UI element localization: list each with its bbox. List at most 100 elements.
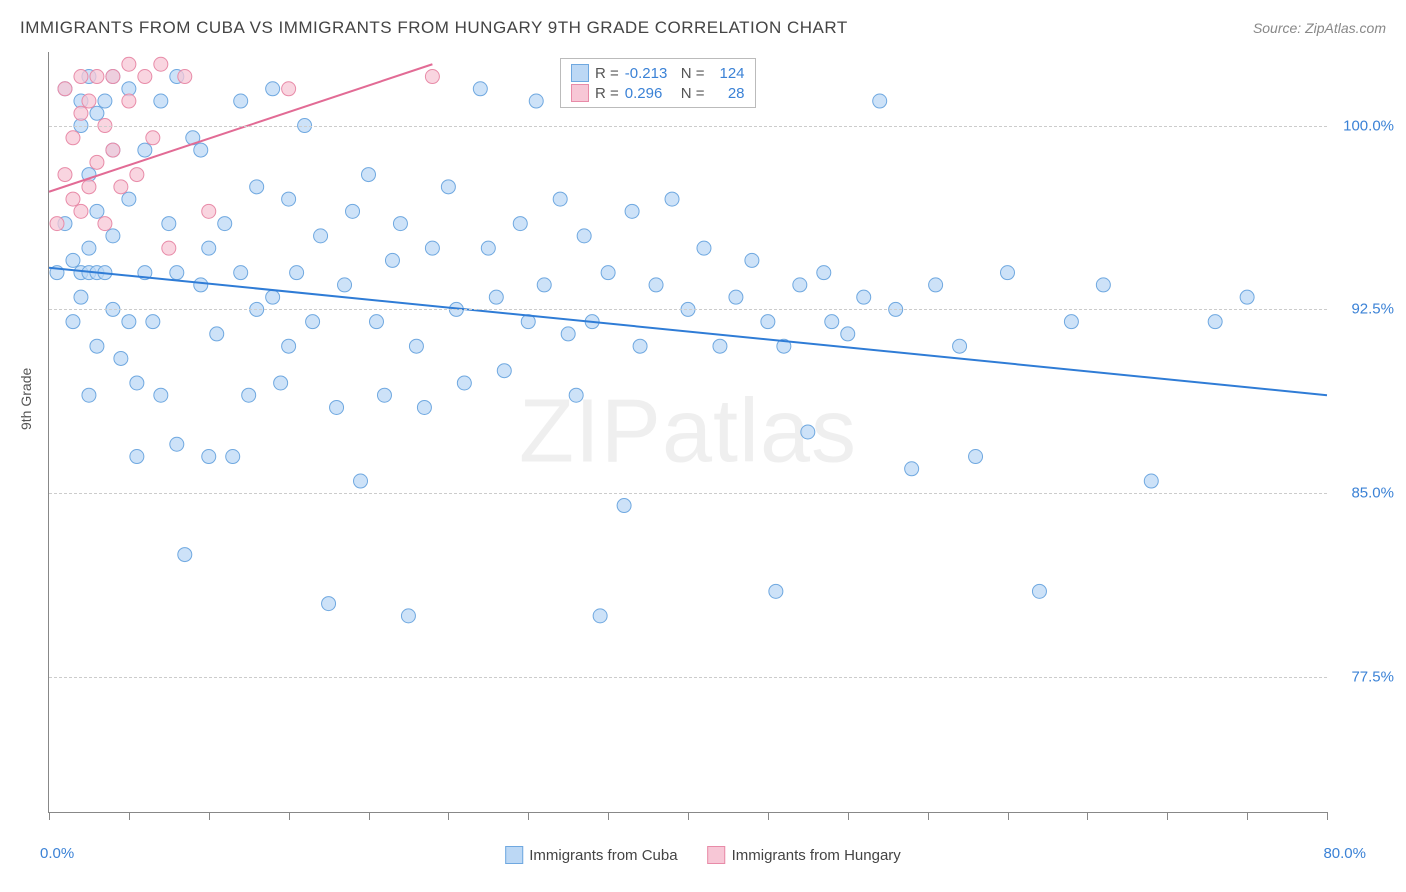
data-point (969, 450, 983, 464)
data-point (202, 204, 216, 218)
data-point (841, 327, 855, 341)
n-label: N = (681, 65, 705, 82)
data-point (649, 278, 663, 292)
data-point (793, 278, 807, 292)
data-point (393, 217, 407, 231)
data-point (274, 376, 288, 390)
data-point (513, 217, 527, 231)
data-point (90, 70, 104, 84)
data-point (146, 131, 160, 145)
data-point (282, 339, 296, 353)
legend-swatch (571, 64, 589, 82)
data-point (154, 388, 168, 402)
data-point (194, 278, 208, 292)
data-point (417, 400, 431, 414)
data-point (369, 315, 383, 329)
data-point (146, 315, 160, 329)
data-point (425, 70, 439, 84)
data-point (50, 217, 64, 231)
data-point (338, 278, 352, 292)
data-point (481, 241, 495, 255)
data-point (138, 143, 152, 157)
data-point (74, 204, 88, 218)
data-point (633, 339, 647, 353)
data-point (74, 290, 88, 304)
data-point (537, 278, 551, 292)
x-tick (1247, 812, 1248, 820)
x-tick (688, 812, 689, 820)
data-point (138, 70, 152, 84)
data-point (66, 131, 80, 145)
data-point (314, 229, 328, 243)
data-point (617, 499, 631, 513)
data-point (178, 548, 192, 562)
data-point (130, 376, 144, 390)
x-tick (848, 812, 849, 820)
x-max-label: 80.0% (1323, 845, 1366, 862)
x-tick (768, 812, 769, 820)
data-point (1240, 290, 1254, 304)
data-point (282, 192, 296, 206)
data-point (162, 241, 176, 255)
gridline (49, 309, 1327, 310)
data-point (74, 106, 88, 120)
n-value: 28 (711, 85, 745, 102)
r-label: R = (595, 85, 619, 102)
data-point (857, 290, 871, 304)
data-point (266, 82, 280, 96)
data-point (817, 266, 831, 280)
data-point (409, 339, 423, 353)
data-point (66, 315, 80, 329)
plot-area: ZIPatlas (48, 52, 1327, 813)
data-point (577, 229, 591, 243)
data-point (801, 425, 815, 439)
data-point (130, 168, 144, 182)
data-point (82, 94, 96, 108)
data-point (66, 253, 80, 267)
data-point (729, 290, 743, 304)
data-point (98, 217, 112, 231)
data-point (98, 94, 112, 108)
data-point (569, 388, 583, 402)
data-point (114, 351, 128, 365)
data-point (346, 204, 360, 218)
data-point (529, 94, 543, 108)
data-point (1096, 278, 1110, 292)
y-tick-label: 85.0% (1351, 485, 1394, 502)
data-point (553, 192, 567, 206)
gridline (49, 493, 1327, 494)
data-point (130, 450, 144, 464)
data-point (82, 241, 96, 255)
data-point (234, 266, 248, 280)
data-point (266, 290, 280, 304)
legend-row: R =-0.213N =124 (571, 63, 745, 83)
r-label: R = (595, 65, 619, 82)
data-point (234, 94, 248, 108)
x-tick (1167, 812, 1168, 820)
data-point (953, 339, 967, 353)
data-point (362, 168, 376, 182)
data-point (354, 474, 368, 488)
data-point (330, 400, 344, 414)
x-tick (448, 812, 449, 820)
data-point (202, 241, 216, 255)
chart-title: IMMIGRANTS FROM CUBA VS IMMIGRANTS FROM … (20, 18, 848, 38)
data-point (218, 217, 232, 231)
x-min-label: 0.0% (40, 845, 74, 862)
stats-legend: R =-0.213N =124R =0.296N =28 (560, 58, 756, 108)
data-point (745, 253, 759, 267)
bottom-legend-item: Immigrants from Cuba (505, 846, 677, 864)
x-tick (1087, 812, 1088, 820)
data-point (74, 70, 88, 84)
data-point (170, 437, 184, 451)
data-point (625, 204, 639, 218)
r-value: 0.296 (625, 85, 675, 102)
data-point (401, 609, 415, 623)
legend-swatch (571, 84, 589, 102)
x-tick (209, 812, 210, 820)
data-point (90, 106, 104, 120)
data-point (242, 388, 256, 402)
x-tick (528, 812, 529, 820)
data-point (90, 204, 104, 218)
data-point (90, 339, 104, 353)
